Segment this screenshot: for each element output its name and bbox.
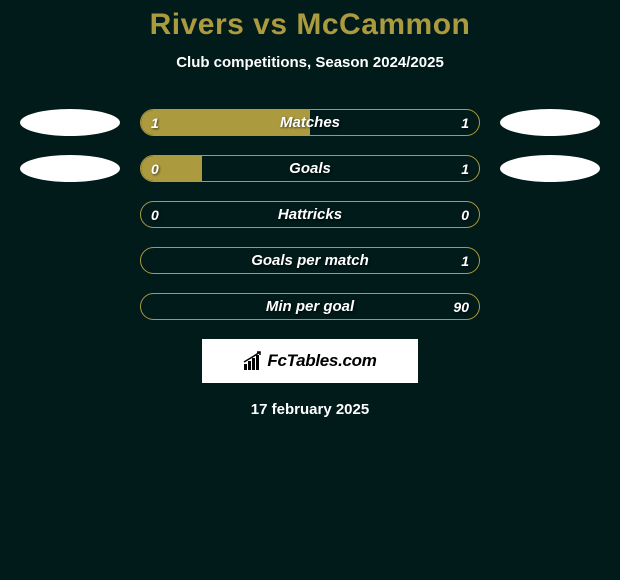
stat-bar: Goals per match 1 [140,247,480,274]
logo-text: FcTables.com [267,351,376,371]
player-right-marker [500,109,600,136]
stat-row: Goals per match 1 [0,247,620,274]
stat-value-right: 0 [461,202,469,227]
spacer [500,293,600,320]
stat-row: 0 Goals 1 [0,155,620,182]
date-text: 17 february 2025 [0,401,620,418]
player-right-marker [500,155,600,182]
spacer [20,201,120,228]
stat-label: Matches [141,110,479,135]
stat-value-right: 1 [461,110,469,135]
spacer [20,247,120,274]
spacer [500,201,600,228]
spacer [20,293,120,320]
player-left-marker [20,155,120,182]
stat-label: Goals [141,156,479,181]
subtitle: Club competitions, Season 2024/2025 [0,54,620,71]
stat-label: Hattricks [141,202,479,227]
stat-bar: Min per goal 90 [140,293,480,320]
stats-area: 1 Matches 1 0 Goals 1 0 Hattricks 0 [0,109,620,320]
stat-value-right: 90 [453,294,469,319]
stat-label: Goals per match [141,248,479,273]
player-left-marker [20,109,120,136]
page-title: Rivers vs McCammon [0,8,620,42]
stat-bar: 1 Matches 1 [140,109,480,136]
stat-label: Min per goal [141,294,479,319]
chart-icon [243,351,265,371]
spacer [500,247,600,274]
logo-box[interactable]: FcTables.com [202,339,418,383]
stat-bar: 0 Hattricks 0 [140,201,480,228]
stat-row: 0 Hattricks 0 [0,201,620,228]
stat-bar: 0 Goals 1 [140,155,480,182]
stat-value-right: 1 [461,248,469,273]
stat-value-right: 1 [461,156,469,181]
stat-row: Min per goal 90 [0,293,620,320]
stat-row: 1 Matches 1 [0,109,620,136]
